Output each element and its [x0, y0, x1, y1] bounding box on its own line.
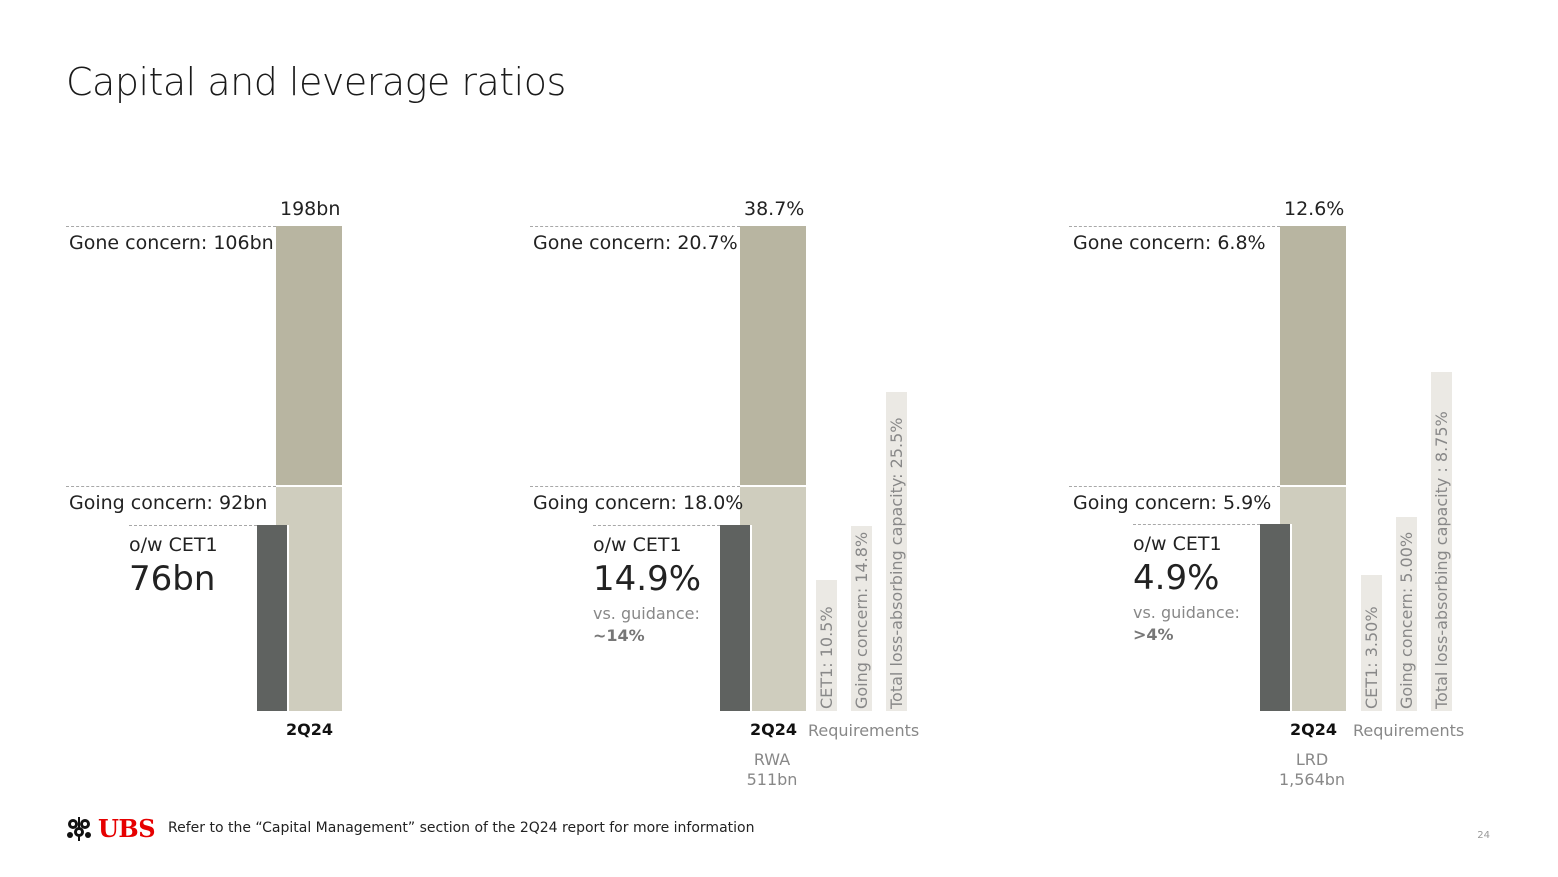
total-label: 38.7%	[744, 198, 805, 220]
base-label-line: RWA	[753, 750, 791, 769]
total-label: 12.6%	[1284, 198, 1345, 220]
requirements-label: Requirements	[808, 721, 920, 740]
requirement-bar	[1361, 575, 1382, 711]
page-number: 24	[1477, 830, 1490, 841]
cet1-guide-line	[1133, 524, 1260, 526]
gone-guide-line	[1069, 226, 1280, 227]
base-label-line: 1,564bn	[1278, 770, 1346, 789]
cet1-value: 4.9%	[1133, 558, 1220, 599]
requirement-label: CET1: 10.5%	[817, 606, 836, 709]
gone-guide-line	[66, 226, 276, 227]
page-title: Capital and leverage ratios	[66, 60, 566, 104]
cet1-bar	[720, 524, 752, 711]
requirement-label: Total loss-absorbing capacity : 8.75%	[1432, 411, 1451, 709]
base-label-line: 511bn	[746, 770, 798, 789]
cet1-caption: o/w CET1	[129, 534, 218, 557]
cet1-caption: o/w CET1	[593, 533, 682, 556]
requirement-label: Going concern: 14.8%	[852, 531, 871, 709]
guidance-label: vs. guidance:	[1133, 603, 1240, 623]
gone-concern-label: Gone concern: 20.7%	[533, 232, 738, 254]
gone-concern-bar	[276, 226, 342, 485]
gone-concern-label: Gone concern: 6.8%	[1073, 232, 1266, 254]
cet1-guide-line	[129, 525, 257, 527]
requirements-label: Requirements	[1353, 721, 1465, 740]
gone-guide-line	[530, 226, 740, 227]
x-category-label: 2Q24	[1290, 720, 1337, 739]
cet1-bar	[257, 525, 289, 711]
going-guide-line	[66, 486, 276, 487]
x-category-label: 2Q24	[286, 720, 333, 739]
base-label: LRD 1,564bn	[1266, 750, 1358, 790]
requirement-label: Total loss-absorbing capacity: 25.5%	[887, 417, 906, 709]
requirement-bar	[886, 392, 907, 711]
cet1-value: 76bn	[129, 559, 216, 600]
going-guide-line	[530, 486, 740, 487]
gone-concern-bar	[740, 226, 806, 485]
requirement-bar	[851, 525, 872, 711]
guidance-label: vs. guidance:	[593, 603, 700, 623]
going-concern-label: Going concern: 92bn	[69, 492, 268, 514]
requirement-bar	[1396, 517, 1417, 711]
going-guide-line	[1069, 486, 1280, 487]
requirement-bar	[816, 579, 837, 711]
cet1-value: 14.9%	[593, 558, 702, 599]
base-label-line: LRD	[1295, 750, 1329, 769]
total-label: 198bn	[280, 198, 341, 220]
footer-note: Refer to the “Capital Management” sectio…	[168, 820, 755, 836]
guidance-note: vs. guidance: >4%	[1133, 602, 1240, 646]
requirement-label: Going concern: 5.00%	[1397, 531, 1416, 709]
logo-text: UBS	[98, 814, 156, 843]
going-concern-label: Going concern: 5.9%	[1073, 492, 1272, 514]
cet1-guide-line	[593, 524, 720, 526]
cet1-bar	[1260, 524, 1292, 711]
gone-concern-label: Gone concern: 106bn	[69, 232, 274, 254]
guidance-note: vs. guidance: ~14%	[593, 603, 700, 647]
guidance-value: >4%	[1133, 625, 1174, 645]
requirement-label: CET1: 3.50%	[1362, 606, 1381, 709]
keys-icon	[67, 816, 91, 841]
cet1-caption: o/w CET1	[1133, 533, 1222, 556]
x-category-label: 2Q24	[750, 720, 797, 739]
requirement-bar	[1431, 372, 1452, 711]
gone-concern-bar	[1280, 226, 1346, 485]
ubs-logo: UBS	[64, 814, 156, 843]
going-concern-label: Going concern: 18.0%	[533, 492, 744, 514]
base-label: RWA 511bn	[726, 750, 818, 790]
guidance-value: ~14%	[593, 625, 645, 645]
